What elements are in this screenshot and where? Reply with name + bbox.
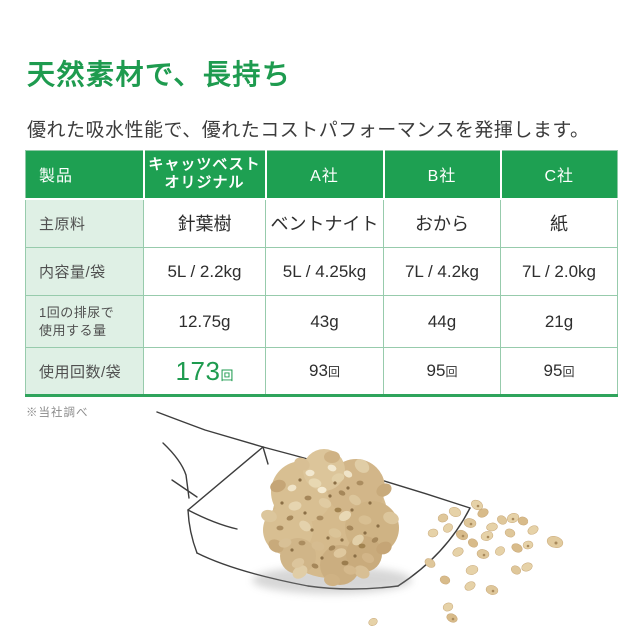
table-row-volume: 内容量/袋 5L / 2.2kg 5L / 4.25kg 7L / 4.2kg … — [25, 247, 618, 296]
row-label-material: 主原料 — [25, 198, 144, 248]
uses-c-number: 95 — [543, 361, 563, 380]
header-row: 製品 キャッツベスト オリジナル A社 B社 C社 — [25, 150, 618, 200]
cell-uses-brand: 173回 — [143, 347, 266, 397]
cell-per-use-b: 44g — [383, 295, 501, 348]
uses-brand-number: 173 — [175, 355, 221, 386]
header-cell-brand: キャッツベスト オリジナル — [142, 150, 267, 200]
cell-per-use-brand: 12.75g — [143, 295, 266, 348]
header-cell-company-c: C社 — [499, 150, 618, 200]
uses-b-number: 95 — [426, 361, 446, 380]
cell-material-brand: 針葉樹 — [143, 198, 266, 248]
uses-b-unit: 回 — [445, 365, 458, 379]
row-label-per-use: 1回の排尿で 使用する量 — [25, 295, 144, 348]
cell-per-use-a: 43g — [265, 295, 384, 348]
table-header: 製品 キャッツベスト オリジナル A社 B社 C社 — [25, 150, 618, 200]
cell-uses-b: 95回 — [383, 347, 501, 397]
brand-name-line1: キャッツベスト — [148, 155, 261, 173]
litter-scoop-illustration — [156, 411, 564, 626]
page-subtitle: 優れた吸水性能で、優れたコストパフォーマンスを発揮します。 — [27, 120, 590, 141]
uses-a-number: 93 — [309, 361, 328, 380]
row-label-volume: 内容量/袋 — [25, 247, 144, 296]
footnote: ※当社調べ — [26, 407, 89, 419]
uses-brand-unit: 回 — [220, 367, 234, 383]
page-title: 天然素材で、長持ち — [27, 58, 292, 90]
header-cell-company-a: A社 — [264, 150, 385, 200]
cell-volume-a: 5L / 4.25kg — [265, 247, 384, 296]
cell-volume-brand: 5L / 2.2kg — [143, 247, 266, 296]
table-row-uses: 使用回数/袋 173回 93回 95回 95回 — [25, 347, 618, 397]
cell-per-use-c: 21g — [500, 295, 618, 348]
cell-volume-c: 7L / 2.0kg — [500, 247, 618, 296]
comparison-table: 製品 キャッツベスト オリジナル A社 B社 C社 主原料 針葉樹 ベントナイト… — [25, 150, 618, 397]
header-cell-product: 製品 — [25, 150, 145, 200]
uses-c-unit: 回 — [562, 365, 575, 379]
cell-uses-c: 95回 — [500, 347, 618, 397]
row-label-uses: 使用回数/袋 — [25, 347, 144, 397]
scattered-granules — [368, 499, 564, 626]
cell-material-c: 紙 — [500, 198, 618, 248]
brand-name-line2: オリジナル — [164, 174, 245, 192]
table-row-material: 主原料 針葉樹 ベントナイト おから 紙 — [25, 198, 618, 248]
row-label-per-use-line1: 1回の排尿で — [39, 304, 115, 320]
uses-a-unit: 回 — [327, 365, 340, 379]
cell-material-b: おから — [383, 198, 501, 248]
table-row-per-use: 1回の排尿で 使用する量 12.75g 43g 44g 21g — [25, 295, 618, 348]
cell-volume-b: 7L / 4.2kg — [383, 247, 501, 296]
cell-material-a: ベントナイト — [265, 198, 384, 248]
litter-clump — [261, 449, 399, 587]
row-label-per-use-line2: 使用する量 — [39, 322, 107, 338]
cell-uses-a: 93回 — [265, 347, 384, 397]
header-cell-company-b: B社 — [382, 150, 502, 200]
